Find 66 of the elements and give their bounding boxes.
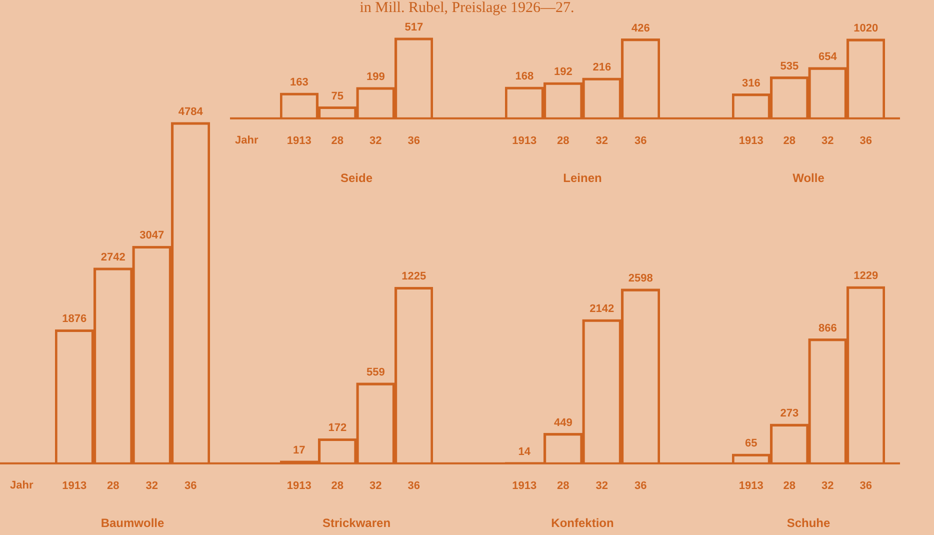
data-label: 2142	[590, 303, 614, 316]
data-label: 1876	[62, 313, 87, 326]
x-tick-label: 32	[370, 135, 382, 148]
x-tick-label: 32	[596, 480, 608, 492]
data-label: 449	[554, 416, 572, 429]
text: in Mill. Rubel, Preislage 1926—27.	[358, 0, 576, 17]
data-label: 3047	[140, 230, 164, 242]
x-tick-label: 36	[408, 135, 420, 148]
data-label: 4784	[178, 106, 204, 118]
x-tick-label: 32	[822, 135, 834, 148]
data-label: 75	[331, 90, 344, 102]
x-axis-title: Jahr	[10, 479, 34, 492]
x-tick-label: 1913	[286, 135, 312, 148]
x-tick-label: 1913	[738, 480, 764, 492]
text: Strickwaren	[322, 516, 391, 530]
x-tick-label: 1913	[738, 135, 764, 148]
text: Wolle	[792, 171, 825, 186]
x-tick-label: 28	[107, 480, 120, 492]
x-tick-label: 36	[860, 480, 872, 492]
x-tick-label: 28	[557, 135, 570, 148]
data-label: 14	[518, 446, 532, 458]
text: Leinen	[563, 171, 602, 186]
data-label: 273	[780, 408, 799, 420]
data-label: 65	[745, 438, 758, 450]
data-label: 1020	[854, 22, 878, 35]
text: Konfektion	[551, 516, 614, 530]
data-label: 1225	[402, 270, 426, 283]
x-tick-label: 36	[184, 480, 197, 492]
x-tick-label: 1913	[286, 480, 312, 492]
text: Baumwolle	[100, 516, 164, 530]
data-label: 559	[366, 366, 385, 379]
data-label: 168	[515, 70, 534, 83]
x-tick-label: 36	[634, 480, 647, 492]
data-label: 172	[328, 422, 347, 434]
data-label: 17	[293, 444, 306, 456]
data-label: 192	[554, 66, 572, 78]
x-tick-label: 28	[783, 480, 796, 492]
x-tick-label: 1913	[62, 480, 87, 492]
data-label: 654	[818, 51, 838, 64]
x-tick-label: 32	[822, 480, 834, 492]
data-label: 535	[780, 60, 799, 72]
text: Schuhe	[786, 516, 830, 530]
text: Seide	[340, 171, 373, 186]
data-label: 199	[366, 70, 385, 83]
data-label: 216	[592, 62, 612, 74]
data-label: 163	[290, 76, 308, 89]
data-label: 426	[631, 22, 650, 34]
x-tick-label: 28	[331, 135, 344, 148]
x-axis-title: Jahr	[235, 134, 259, 146]
x-tick-label: 36	[860, 135, 872, 148]
data-label: 517	[404, 21, 424, 34]
x-tick-label: 28	[331, 480, 344, 492]
x-tick-label: 1913	[512, 135, 537, 148]
data-label: 1229	[854, 270, 878, 282]
data-label: 2598	[628, 272, 653, 285]
data-label: 2742	[100, 251, 126, 264]
x-tick-label: 32	[596, 135, 608, 148]
x-tick-label: 36	[634, 135, 647, 148]
x-tick-label: 28	[783, 135, 796, 148]
x-tick-label: 36	[408, 480, 420, 492]
x-tick-label: 1913	[512, 480, 537, 492]
x-tick-label: 28	[557, 480, 570, 492]
data-label: 316	[742, 77, 760, 90]
data-label: 866	[818, 322, 837, 334]
x-tick-label: 32	[146, 480, 158, 492]
x-tick-label: 32	[370, 480, 382, 492]
